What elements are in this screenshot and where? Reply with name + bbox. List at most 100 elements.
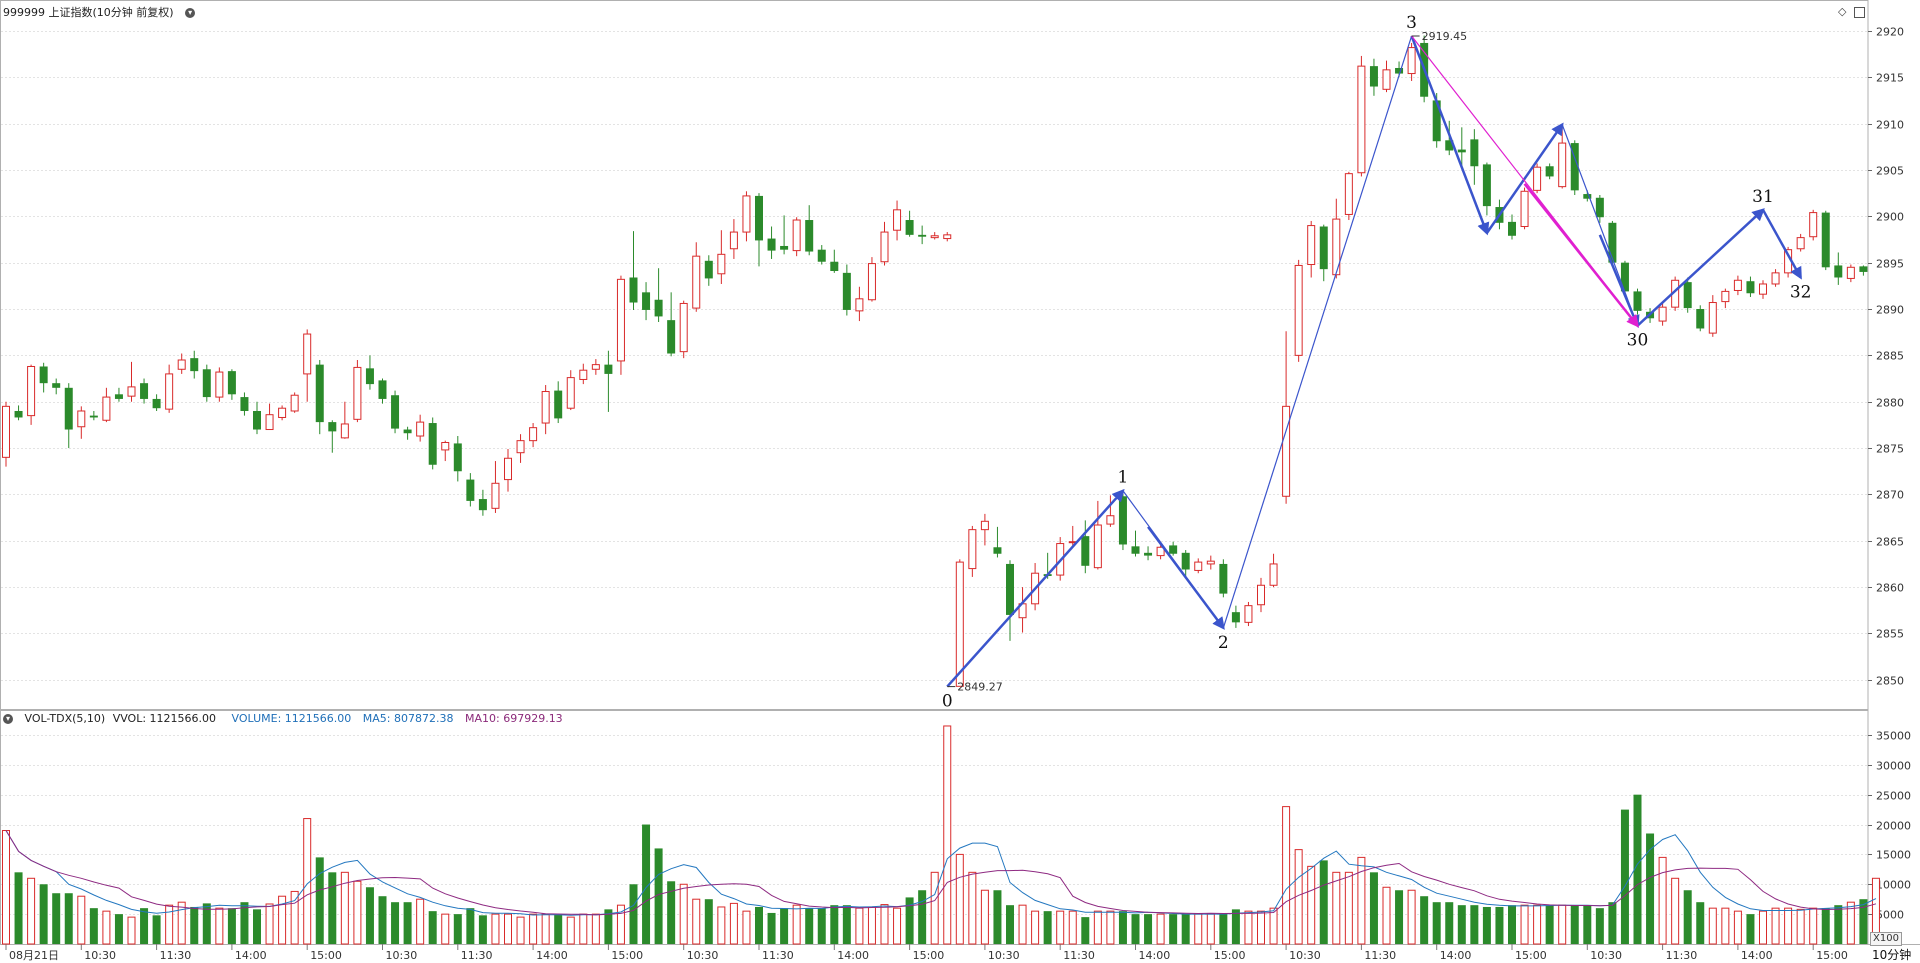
candle-body <box>1570 143 1579 191</box>
candle-body <box>792 219 801 252</box>
volume-bar <box>52 893 61 944</box>
candle-body <box>767 238 776 251</box>
candle-body <box>1759 283 1767 295</box>
volume-bar <box>1595 908 1604 944</box>
volume-bar <box>1784 907 1793 945</box>
candle-body <box>2 405 10 458</box>
candle-body <box>1382 69 1391 90</box>
candle-body <box>1307 225 1316 266</box>
price-tick-label: 2875 <box>1876 443 1904 456</box>
chevron-down-icon[interactable]: ▾ <box>185 8 196 18</box>
volume-bar <box>190 906 199 944</box>
candle-body <box>1194 561 1203 571</box>
candle-body <box>830 261 839 272</box>
candle-body <box>1244 605 1253 623</box>
candle-body <box>930 235 939 239</box>
volume-tick-label: 35000 <box>1876 730 1911 743</box>
candle-body <box>880 231 889 263</box>
volume-bar <box>980 889 989 945</box>
volume-bar <box>102 910 111 945</box>
time-tick-label: 14:00 <box>536 949 568 962</box>
volume-bar <box>466 908 475 944</box>
extreme-value-label: 2919.45 <box>1422 30 1468 43</box>
volume-bar <box>1432 902 1441 944</box>
volume-bar <box>491 913 500 945</box>
volume-bar <box>140 908 149 944</box>
candle-body <box>566 377 575 409</box>
candle-body <box>1771 272 1780 285</box>
candle-body <box>52 383 61 388</box>
volume-tick-label: 20000 <box>1876 820 1911 833</box>
wave-label: 32 <box>1790 282 1812 302</box>
candle-body <box>64 387 73 430</box>
candle-body <box>980 520 989 531</box>
volume-bar <box>930 871 939 945</box>
candle-body <box>1746 281 1755 294</box>
volume-bar <box>127 916 136 945</box>
volume-bar <box>591 913 600 945</box>
volume-bar <box>1771 907 1780 945</box>
ma5-value: MA5: 807872.38 <box>362 712 454 725</box>
volume-bar <box>1495 906 1504 944</box>
time-tick-label: 11:30 <box>1666 949 1698 962</box>
wave-label: 31 <box>1752 187 1774 207</box>
candle-body <box>1395 67 1404 74</box>
candle-body <box>1445 140 1454 151</box>
candle-body <box>1407 47 1416 75</box>
candle-body <box>340 423 349 439</box>
volume-bar <box>240 902 249 944</box>
candle-body <box>102 396 111 421</box>
volume-bar <box>1181 914 1190 944</box>
volume-bar <box>755 906 763 944</box>
candle-body <box>1294 264 1303 356</box>
volume-bar <box>416 898 425 945</box>
candle-body <box>1106 515 1115 525</box>
volume-bar <box>265 903 274 945</box>
volume-bar <box>453 914 462 944</box>
candle-body <box>616 278 625 362</box>
volume-bar <box>1620 809 1629 944</box>
candle-body <box>1809 212 1818 238</box>
candle-body <box>1859 266 1868 272</box>
volume-bar <box>955 853 964 945</box>
time-tick-label: 15:00 <box>611 949 643 962</box>
volume-bar <box>1056 910 1065 945</box>
candle-body <box>667 320 676 354</box>
candle-body <box>278 407 287 418</box>
volume-bar <box>893 907 902 945</box>
indicator-menu-icon[interactable]: ▾ <box>3 714 13 724</box>
volume-bar <box>1846 901 1855 945</box>
volume-tick-label: 15000 <box>1876 849 1911 862</box>
candle-body <box>968 529 977 570</box>
vvol-value: VVOL: 1121566.00 <box>112 712 217 725</box>
volume-bar <box>1369 872 1378 944</box>
candle-body <box>1721 290 1730 303</box>
volume-bar <box>1219 914 1228 944</box>
volume-bar <box>968 871 977 945</box>
panel-toggle-icon[interactable] <box>1853 6 1865 18</box>
volume-bar <box>554 914 563 944</box>
candle-body <box>943 234 952 240</box>
candle-body <box>1708 302 1717 334</box>
volume-bar <box>729 902 738 945</box>
time-tick-label: 10:30 <box>988 949 1020 962</box>
diamond-icon[interactable]: ◇ <box>1838 5 1847 18</box>
candle-body <box>1156 546 1165 557</box>
candle-body <box>1093 524 1102 569</box>
volume-bar <box>1809 907 1818 945</box>
candle-body <box>478 499 487 511</box>
candle-body <box>855 298 864 312</box>
price-tick-label: 2850 <box>1876 675 1904 688</box>
candle-body <box>955 561 964 687</box>
wave-line <box>1636 208 1765 327</box>
candle-body <box>1796 237 1805 250</box>
price-tick-label: 2855 <box>1876 628 1904 641</box>
candle-body <box>1457 149 1466 153</box>
candle-body <box>1608 222 1617 263</box>
period-label[interactable]: 10分钟 <box>1872 948 1912 962</box>
time-tick-label: 14:00 <box>235 949 267 962</box>
price-tick-label: 2865 <box>1876 536 1904 549</box>
volume-bar <box>516 916 525 945</box>
time-tick-label: 08月21日 <box>9 949 59 962</box>
